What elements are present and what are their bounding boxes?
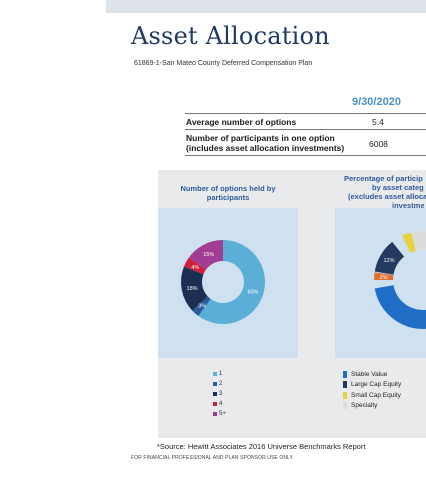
donut-slice-large-cap-equity: [374, 241, 405, 275]
donut-label-3: 18%: [187, 286, 198, 292]
donut-label-2: 3%: [198, 304, 206, 310]
right-chart-title: Percentage of particip by asset categ (e…: [338, 174, 426, 210]
legend-item: Specialty: [343, 401, 401, 412]
table-row-label-one-option-line2: (includes asset allocation investments): [186, 143, 345, 153]
legend-item: Stable Value: [343, 369, 401, 380]
donut-label-large-cap-equity: 12%: [383, 258, 394, 264]
legend-item: 5+: [213, 409, 226, 419]
right-chart-legend: Stable Value Large Cap Equity Small Cap Eq…: [343, 369, 401, 411]
right-chart-title-line: (excludes asset alloca: [348, 192, 426, 201]
donut-slice-stable-value: [374, 285, 426, 329]
legend-label: Specialty: [351, 402, 378, 410]
donut-slice-1: [198, 240, 265, 324]
legend-swatch: [213, 402, 217, 406]
right-chart-title-line: investme: [392, 201, 425, 210]
right-chart-title-line: by asset categ: [372, 183, 424, 192]
donut-slice-5+: [189, 240, 223, 270]
legend-swatch: [343, 402, 347, 410]
donut-slice-4: [183, 257, 207, 275]
right-chart-box: 12% 2%: [335, 208, 426, 358]
left-chart-title-line: Number of options held by: [180, 184, 276, 193]
right-chart-title-line: Percentage of particip: [344, 174, 423, 183]
donut-slice-small-cap-equity: [402, 232, 416, 253]
legend-label: Small Cap Equity: [351, 391, 401, 399]
legend-swatch: [213, 372, 217, 376]
legend-item: 1: [213, 369, 226, 379]
left-chart-title-line: participants: [206, 193, 250, 202]
legend-label: Stable Value: [351, 370, 388, 378]
left-chart-title: Number of options held by participants: [158, 184, 298, 202]
donut-slice-3: [181, 266, 208, 311]
page-top-band: [106, 0, 426, 13]
legend-label: Large Cap Equity: [351, 381, 402, 389]
donut-slice-specialty: [411, 231, 426, 251]
donut-slice-other: [374, 272, 394, 280]
legend-label: 1: [219, 371, 223, 377]
legend-item: 3: [213, 389, 226, 399]
donut-label-4: 4%: [191, 265, 199, 271]
table-row-label-one-option-line1: Number of participants in one option: [186, 133, 335, 143]
donut-label-other: 2%: [380, 275, 388, 281]
table-row-value-one-option: 6008: [369, 139, 388, 149]
donut-slice-2: [192, 296, 211, 316]
legend-item: 4: [213, 399, 226, 409]
table-row-value-avg-options: 5.4: [372, 117, 384, 127]
donut-label-5+: 15%: [203, 252, 214, 258]
table-row-label-avg-options: Average number of options: [186, 117, 297, 127]
legend-swatch: [213, 412, 217, 416]
legend-swatch: [343, 381, 347, 389]
legend-item: Large Cap Equity: [343, 380, 401, 391]
legend-swatch: [343, 391, 347, 399]
donut-label-1: 60%: [247, 290, 258, 296]
left-chart-box: 60% 3% 18% 4% 15%: [158, 208, 298, 358]
plan-name: 61869-1-San Mateo County Deferred Compen…: [134, 60, 313, 67]
legend-label: 4: [219, 401, 223, 407]
disclaimer: FOR FINANCIAL PROFESSIONAL AND PLAN SPON…: [131, 455, 294, 461]
legend-label: 3: [219, 391, 223, 397]
legend-item: Small Cap Equity: [343, 390, 401, 401]
left-chart-legend: 1 2 3 4 5+: [213, 369, 226, 419]
legend-label: 5+: [219, 411, 226, 417]
legend-swatch: [213, 392, 217, 396]
table-divider: [185, 155, 426, 156]
source-note: *Source: Hewitt Associates 2016 Universe…: [157, 442, 366, 451]
left-donut-chart: 60% 3% 18% 4% 15%: [181, 240, 265, 324]
table-divider: [185, 113, 426, 114]
right-donut-chart: 12% 2%: [374, 231, 426, 329]
legend-swatch: [213, 382, 217, 386]
legend-item: 2: [213, 379, 226, 389]
page-title: Asset Allocation: [131, 22, 330, 50]
table-divider: [185, 129, 426, 130]
legend-label: 2: [219, 381, 223, 387]
legend-swatch: [343, 370, 347, 378]
table-date-header: 9/30/2020: [352, 96, 401, 108]
